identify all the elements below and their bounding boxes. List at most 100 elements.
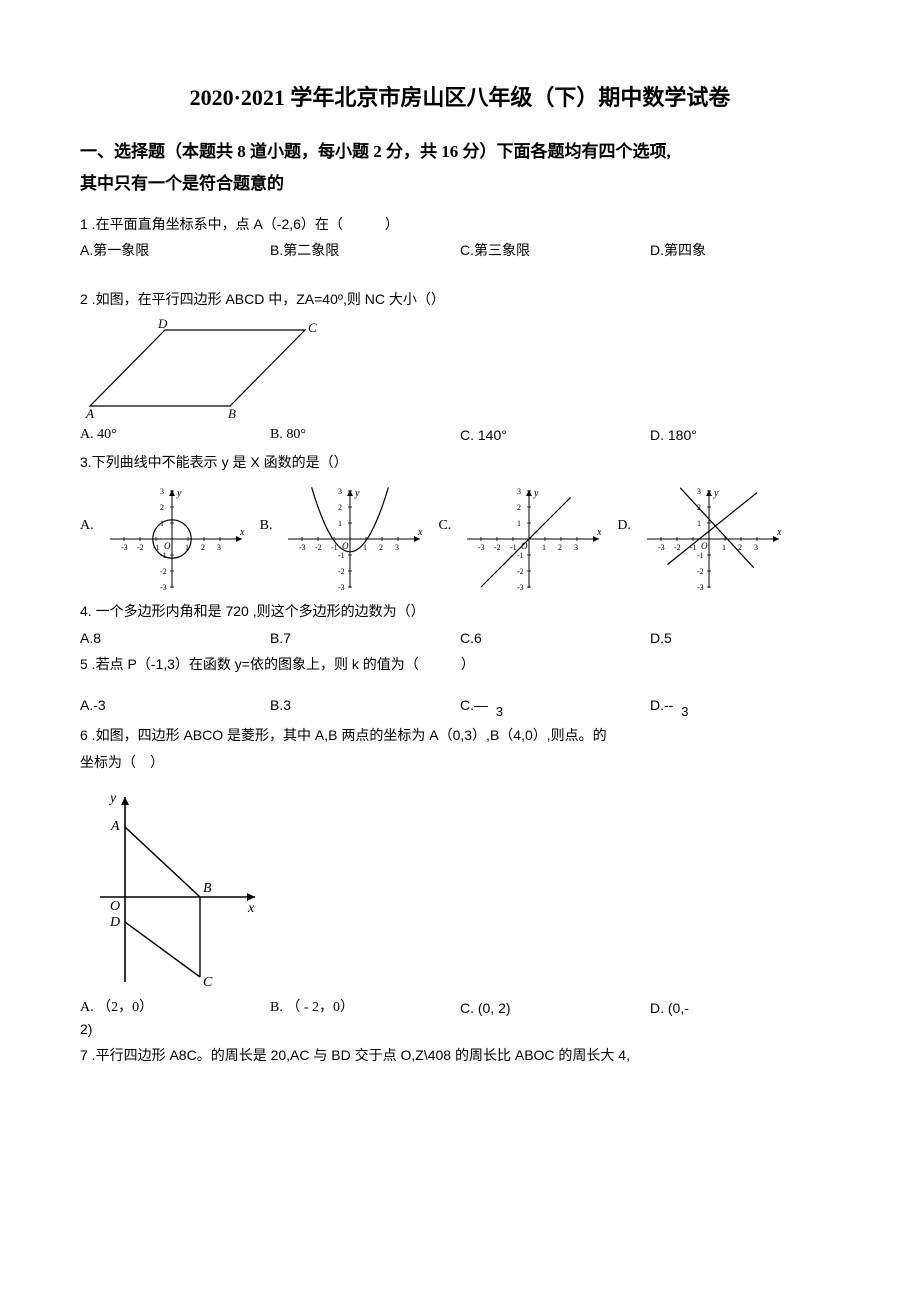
vertex-c-label: C [308, 320, 317, 335]
svg-text:2: 2 [517, 503, 521, 512]
svg-text:3: 3 [574, 543, 578, 552]
svg-text:y: y [533, 488, 539, 499]
q1-option-b: B.第二象限 [270, 237, 460, 264]
q3-label-c: C. [428, 518, 457, 560]
q4-option-b: B.7 [270, 625, 460, 652]
q3-charts-row: A. O x y -3-2-1123-3-2-1123 B. O x y -3-… [80, 484, 840, 594]
q3-chart-d: O x y -3-2-1123-3-2-1123 [637, 484, 787, 594]
q6-option-a: A. （2，0） [80, 996, 270, 1016]
svg-text:-1: -1 [338, 551, 345, 560]
q7-stem: 7 .平行四边形 A8C。的周长是 20,AC 与 BD 交于点 O,Z\408… [80, 1042, 840, 1069]
spacer [80, 264, 840, 286]
svg-text:-3: -3 [517, 583, 524, 592]
q2-figure: A B C D [80, 318, 840, 423]
q6-label-c: C [203, 975, 213, 990]
q5-option-c: C.— 3 [460, 692, 650, 719]
q4-stem: 4. 一个多边形内角和是 720 ,则这个多边形的边数为（） [80, 598, 840, 625]
q4-option-c: C.6 [460, 625, 650, 652]
svg-text:y: y [354, 488, 360, 499]
svg-text:3: 3 [754, 543, 758, 552]
svg-text:-1: -1 [510, 543, 517, 552]
q1-option-c: C.第三象限 [460, 237, 650, 264]
q3-label-d: D. [607, 518, 637, 560]
q4-options: A.8 B.7 C.6 D.5 [80, 625, 840, 652]
svg-text:y: y [176, 488, 182, 499]
svg-text:2: 2 [160, 503, 164, 512]
svg-text:1: 1 [542, 543, 546, 552]
svg-text:-3: -3 [338, 583, 345, 592]
q6-figure: A B C D O x y [80, 782, 840, 992]
svg-text:-2: -2 [137, 543, 144, 552]
q6-label-x: x [247, 901, 255, 916]
svg-text:2: 2 [558, 543, 562, 552]
q3-chart-b: O x y -3-2-1123-3-2-1123 [278, 484, 428, 594]
page-title: 2020·2021 学年北京市房山区八年级（下）期中数学试卷 [80, 80, 840, 112]
q2-option-d: D. 180° [650, 427, 840, 443]
q5-d-main: D.-- [650, 697, 673, 713]
section-1-line2: 其中只有一个是符合题意的 [80, 174, 284, 193]
q6-stem2: 坐标为（ ） [80, 749, 840, 776]
q1-stem: 1 .在平面直角坐标系中，点 A（-2,6）在（ ） [80, 211, 840, 238]
svg-text:-2: -2 [160, 567, 167, 576]
q3-chart-c: O x y -3-2-1123-3-2-1123 [457, 484, 607, 594]
svg-text:y: y [713, 488, 719, 499]
q5-c-sub: 3 [492, 704, 503, 720]
svg-text:-1: -1 [517, 551, 524, 560]
svg-text:O: O [701, 541, 708, 551]
svg-text:x: x [776, 527, 782, 538]
q6-options: A. （2，0） B. （ - 2，0） C. (0, 2) D. (0,- [80, 996, 840, 1016]
svg-text:3: 3 [517, 487, 521, 496]
q4-option-a: A.8 [80, 625, 270, 652]
q5-option-d: D.-- 3 [650, 692, 840, 719]
svg-text:-3: -3 [697, 583, 704, 592]
svg-text:-3: -3 [299, 543, 306, 552]
svg-text:O: O [164, 541, 171, 551]
q2-option-b: B. 80° [270, 427, 460, 443]
q1-options: A.第一象限 B.第二象限 C.第三象限 D.第四象 [80, 237, 840, 264]
q3-label-b: B. [250, 518, 279, 560]
q5-stem: 5 .若点 P（-1,3）在函数 y=依的图象上，则 k 的值为（ ） [80, 651, 840, 678]
svg-text:3: 3 [160, 487, 164, 496]
q3-label-a: A. [80, 518, 100, 560]
svg-text:-2: -2 [338, 567, 345, 576]
svg-text:-2: -2 [697, 567, 704, 576]
q6-option-d-line2: 2) [80, 1016, 840, 1043]
svg-text:-1: -1 [697, 551, 704, 560]
svg-text:-2: -2 [517, 567, 524, 576]
svg-text:1: 1 [697, 519, 701, 528]
q3-chart-a: O x y -3-2-1123-3-2-1123 [100, 484, 250, 594]
q6-option-b: B. （ - 2，0） [270, 996, 460, 1016]
parallelogram-figure: A B C D [80, 318, 340, 423]
section-1-line1: 一、选择题（本题共 8 道小题，每小题 2 分，共 16 分）下面各题均有四个选… [80, 142, 671, 161]
page: 2020·2021 学年北京市房山区八年级（下）期中数学试卷 一、选择题（本题共… [0, 0, 920, 1301]
rhombus-figure: A B C D O x y [80, 782, 270, 992]
svg-text:-3: -3 [658, 543, 665, 552]
q1-option-a: A.第一象限 [80, 237, 270, 264]
svg-text:-2: -2 [315, 543, 322, 552]
svg-text:1: 1 [517, 519, 521, 528]
svg-text:3: 3 [217, 543, 221, 552]
q6-label-o: O [110, 899, 120, 914]
q5-options: A.-3 B.3 C.— 3 D.-- 3 [80, 692, 840, 719]
q5-d-sub: 3 [677, 704, 688, 720]
q6-option-c: C. (0, 2) [460, 1000, 650, 1016]
svg-text:1: 1 [722, 543, 726, 552]
svg-text:1: 1 [338, 519, 342, 528]
q3-stem: 3.下列曲线中不能表示 y 是 X 函数的是（） [80, 449, 840, 476]
svg-text:-2: -2 [674, 543, 681, 552]
q6-label-d: D [109, 915, 120, 930]
svg-text:3: 3 [338, 487, 342, 496]
svg-text:2: 2 [201, 543, 205, 552]
svg-text:3: 3 [697, 487, 701, 496]
vertex-a-label: A [85, 406, 94, 421]
svg-text:-3: -3 [160, 583, 167, 592]
q2-options: A. 40° B. 80° C. 140° D. 180° [80, 427, 840, 443]
vertex-b-label: B [228, 406, 236, 421]
q2-option-c: C. 140° [460, 427, 650, 443]
svg-text:2: 2 [379, 543, 383, 552]
q6-label-y: y [108, 791, 117, 806]
q4-option-d: D.5 [650, 625, 840, 652]
q5-option-b: B.3 [270, 692, 460, 719]
q2-option-a: A. 40° [80, 427, 270, 443]
q1-option-d: D.第四象 [650, 237, 840, 264]
